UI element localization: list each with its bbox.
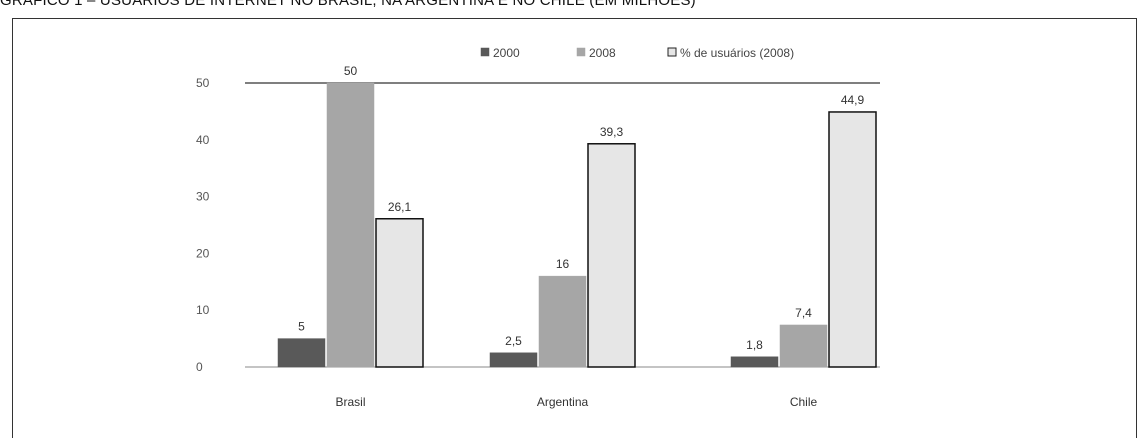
data-label-argentina-2: 39,3 [600, 125, 624, 139]
x-axis-categories: Brasil Argentina Chile [335, 395, 817, 409]
data-label-chile-1: 7,4 [795, 306, 812, 320]
y-tick-label-0: 0 [196, 360, 203, 374]
bar-argentina-2 [587, 143, 636, 368]
legend-label-2: % de usuários (2008) [680, 46, 794, 60]
bar-argentina-1 [538, 275, 587, 368]
chart-title: GRÁFICO 1 – USUÁRIOS DE INTERNET NO BRAS… [0, 0, 696, 9]
category-label-0: Brasil [335, 395, 365, 409]
legend-swatch-0 [480, 47, 490, 57]
category-label-1: Argentina [537, 395, 589, 409]
category-label-2: Chile [790, 395, 818, 409]
bars [277, 82, 877, 368]
bar-brasil-1 [326, 82, 375, 368]
y-axis-ticks: 0 10 20 30 40 50 [196, 76, 210, 374]
bar-chile-0 [730, 356, 779, 368]
data-label-argentina-1: 16 [556, 257, 570, 271]
data-label-brasil-2: 26,1 [388, 200, 412, 214]
bar-chile-2 [828, 111, 877, 368]
bar-brasil-2 [375, 218, 424, 368]
data-labels: 5 50 26,1 2,5 16 39,3 1,8 7,4 44,9 [298, 64, 864, 352]
legend: 2000 2008 % de usuários (2008) [480, 46, 794, 60]
legend-swatch-2 [667, 47, 677, 57]
bar-brasil-0 [277, 338, 326, 368]
bar-chile-1 [779, 324, 828, 368]
legend-label-0: 2000 [493, 46, 520, 60]
legend-label-1: 2008 [589, 46, 616, 60]
data-label-brasil-1: 50 [344, 64, 358, 78]
bar-chart: 0 10 20 30 40 50 5 50 26,1 2,5 16 39,3 1,8 7,4 44,9 B… [196, 46, 880, 409]
y-tick-label-2: 20 [196, 246, 210, 260]
bar-argentina-0 [489, 352, 538, 368]
legend-swatch-1 [576, 47, 586, 57]
y-tick-label-5: 50 [196, 76, 210, 90]
chart-frame [12, 18, 1137, 438]
data-label-brasil-0: 5 [298, 320, 305, 334]
y-tick-label-3: 30 [196, 190, 210, 204]
data-label-chile-2: 44,9 [841, 93, 865, 107]
y-tick-label-4: 40 [196, 133, 210, 147]
data-label-chile-0: 1,8 [746, 338, 763, 352]
y-tick-label-1: 10 [196, 303, 210, 317]
data-label-argentina-0: 2,5 [505, 334, 522, 348]
